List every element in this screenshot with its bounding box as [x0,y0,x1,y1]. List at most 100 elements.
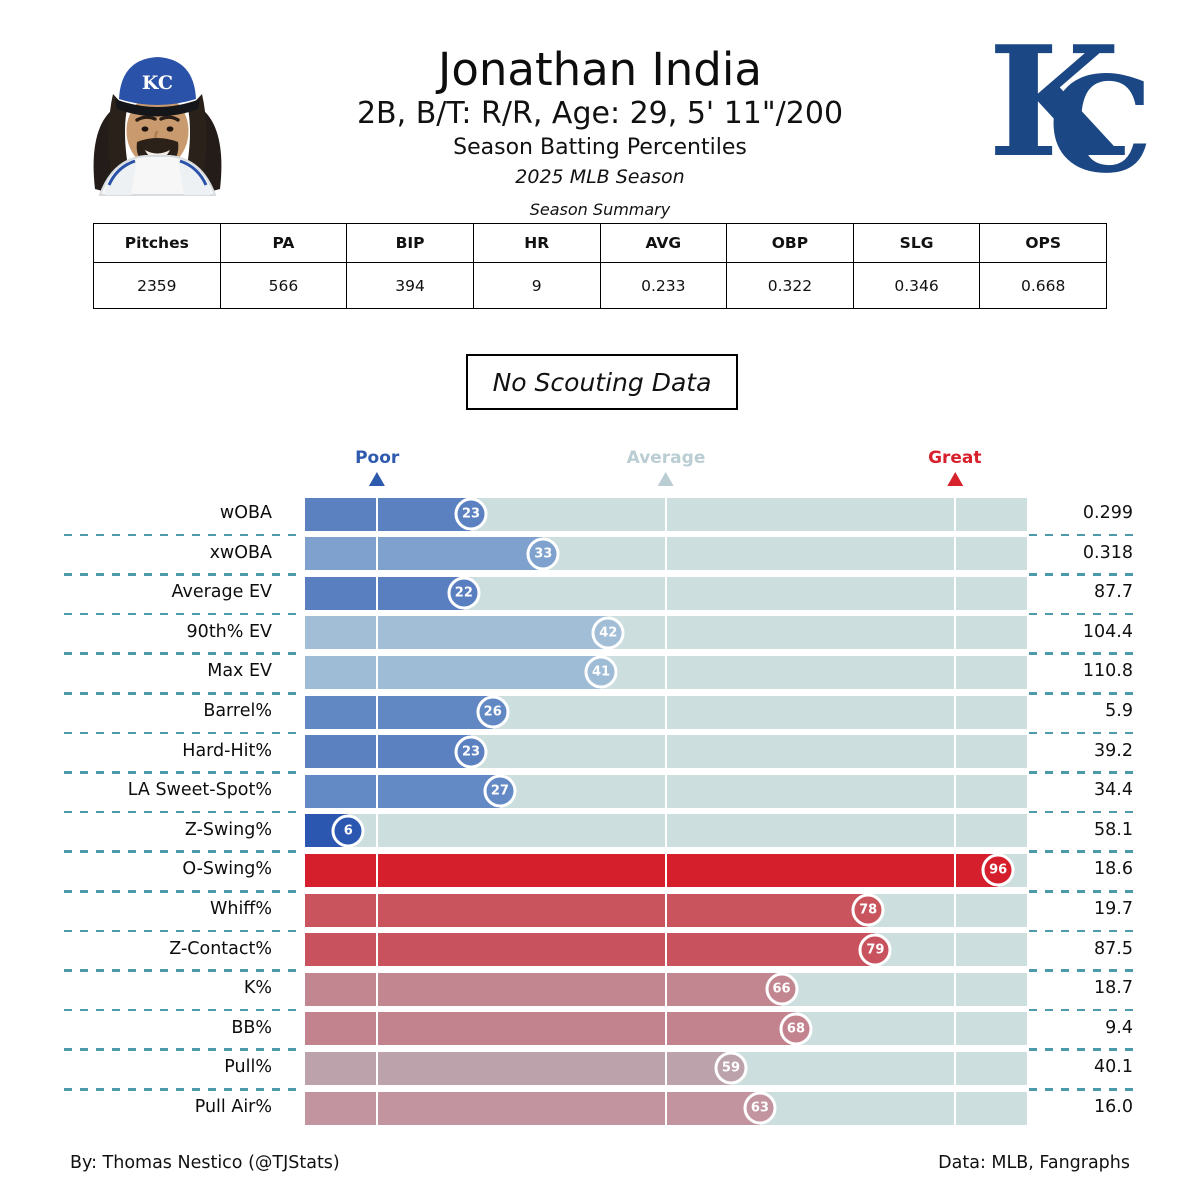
legend-average: Average [626,448,706,486]
legend-poor: Poor [355,448,399,486]
percentile-bar-fill [305,1012,796,1046]
reference-gridline [665,695,667,729]
reference-gridline [953,616,956,650]
summary-cell: 0.346 [852,262,981,309]
player-bio: 2B, B/T: R/R, Age: 29, 5' 11"/200 [356,95,844,131]
percentile-badge-value: 23 [462,744,481,760]
data-source-credit: Data: MLB, Fangraphs [938,1153,1130,1173]
row-separator [64,612,304,616]
row-separator [64,929,304,933]
percentile-badge: 23 [454,497,488,531]
percentile-badge: 63 [743,1091,777,1125]
row-separator [1029,1008,1133,1012]
reference-gridline [376,893,379,927]
poor-marker-icon [369,472,386,486]
percentile-track: 68 [305,1012,1027,1046]
metric-label: Max EV [207,661,272,682]
summary-col-header: SLG [852,223,981,263]
cap-logo: KC [142,72,173,94]
reference-gridline [665,537,667,571]
row-separator [64,1008,304,1012]
row-separator [64,850,304,853]
percentile-badge: 41 [584,655,618,689]
summary-col-header: OBP [726,223,854,263]
row-separator [1029,533,1133,537]
percentile-badge: 22 [447,576,481,610]
metric-value: 110.8 [1082,661,1133,682]
metric-value: 104.4 [1082,621,1133,642]
percentile-bar-fill [305,972,782,1006]
percentile-bar-fill [305,497,472,531]
season-summary-table: Pitches PA BIP HR AVG OBP SLG OPS 2359 5… [93,223,1107,309]
summary-col-header: Pitches [93,223,221,263]
metric-value: 19.7 [1094,899,1133,919]
percentile-track: 63 [305,1091,1027,1125]
percentile-badge: 23 [454,735,488,769]
metric-label: Z-Contact% [169,938,272,959]
reference-gridline [665,814,667,848]
percentile-track: 6 [305,814,1027,848]
reference-gridline [376,1012,379,1046]
metric-value: 0.318 [1082,542,1133,563]
percentile-badge: 78 [851,893,885,927]
metric-value: 0.299 [1082,503,1133,523]
summary-col-header: OPS [979,223,1107,263]
season-label: 2025 MLB Season [515,166,685,189]
reference-gridline [665,1012,667,1046]
row-separator [64,573,304,576]
average-marker-icon [658,472,674,486]
percentile-track: 26 [305,695,1027,729]
reference-gridline [953,1051,956,1085]
reference-gridline [665,893,667,927]
metric-label: K% [243,978,272,999]
summary-cell: 0.322 [726,262,854,309]
percentile-badge-value: 66 [772,981,791,997]
row-separator [1029,731,1133,735]
percentile-badge: 6 [331,814,365,848]
reference-gridline [953,814,956,848]
row-separator [64,1048,304,1051]
reference-gridline [665,1091,667,1125]
percentile-bar-fill [305,1051,731,1085]
percentile-badge-value: 68 [786,1021,805,1037]
row-separator [64,652,304,655]
reference-gridline [953,655,956,689]
metric-label: O-Swing% [182,859,272,880]
summary-cell: 394 [346,262,474,309]
reference-gridline [376,576,379,610]
header-block: Jonathan India 2B, B/T: R/R, Age: 29, 5'… [280,43,920,189]
legend-great: Great [928,448,982,486]
summary-cell: 0.668 [979,262,1107,309]
percentile-track: 79 [305,933,1027,967]
reference-gridline [953,774,956,808]
percentile-track: 42 [305,616,1027,650]
reference-gridline [953,497,956,531]
row-separator [1029,929,1133,933]
page-title: Jonathan India [438,43,762,96]
summary-header-row: Pitches PA BIP HR AVG OBP SLG OPS [93,223,1107,263]
row-separator [1029,1048,1133,1051]
summary-cell: 2359 [93,262,221,309]
reference-gridline [376,814,379,848]
legend-average-label: Average [626,448,706,468]
percentile-bar-fill [305,655,602,689]
percentile-bar-fill [305,695,493,729]
percentile-badge-value: 27 [490,783,509,799]
percentile-badge: 66 [765,972,799,1006]
summary-col-header: BIP [346,223,474,263]
percentile-badge-value: 63 [750,1100,769,1116]
row-separator [64,533,304,537]
percentile-track: 59 [305,1051,1027,1085]
percentile-track: 78 [305,893,1027,927]
percentile-badge: 59 [714,1051,748,1085]
metric-label: Hard-Hit% [182,740,272,761]
percentile-badge: 27 [483,774,517,808]
percentile-bar-fill [305,893,869,927]
player-photo: KC [75,38,240,196]
reference-gridline [376,853,379,887]
reference-gridline [953,735,956,769]
percentile-track: 27 [305,774,1027,808]
percentile-badge-value: 6 [343,823,353,839]
row-separator [1029,652,1133,655]
row-separator [1029,1088,1133,1091]
